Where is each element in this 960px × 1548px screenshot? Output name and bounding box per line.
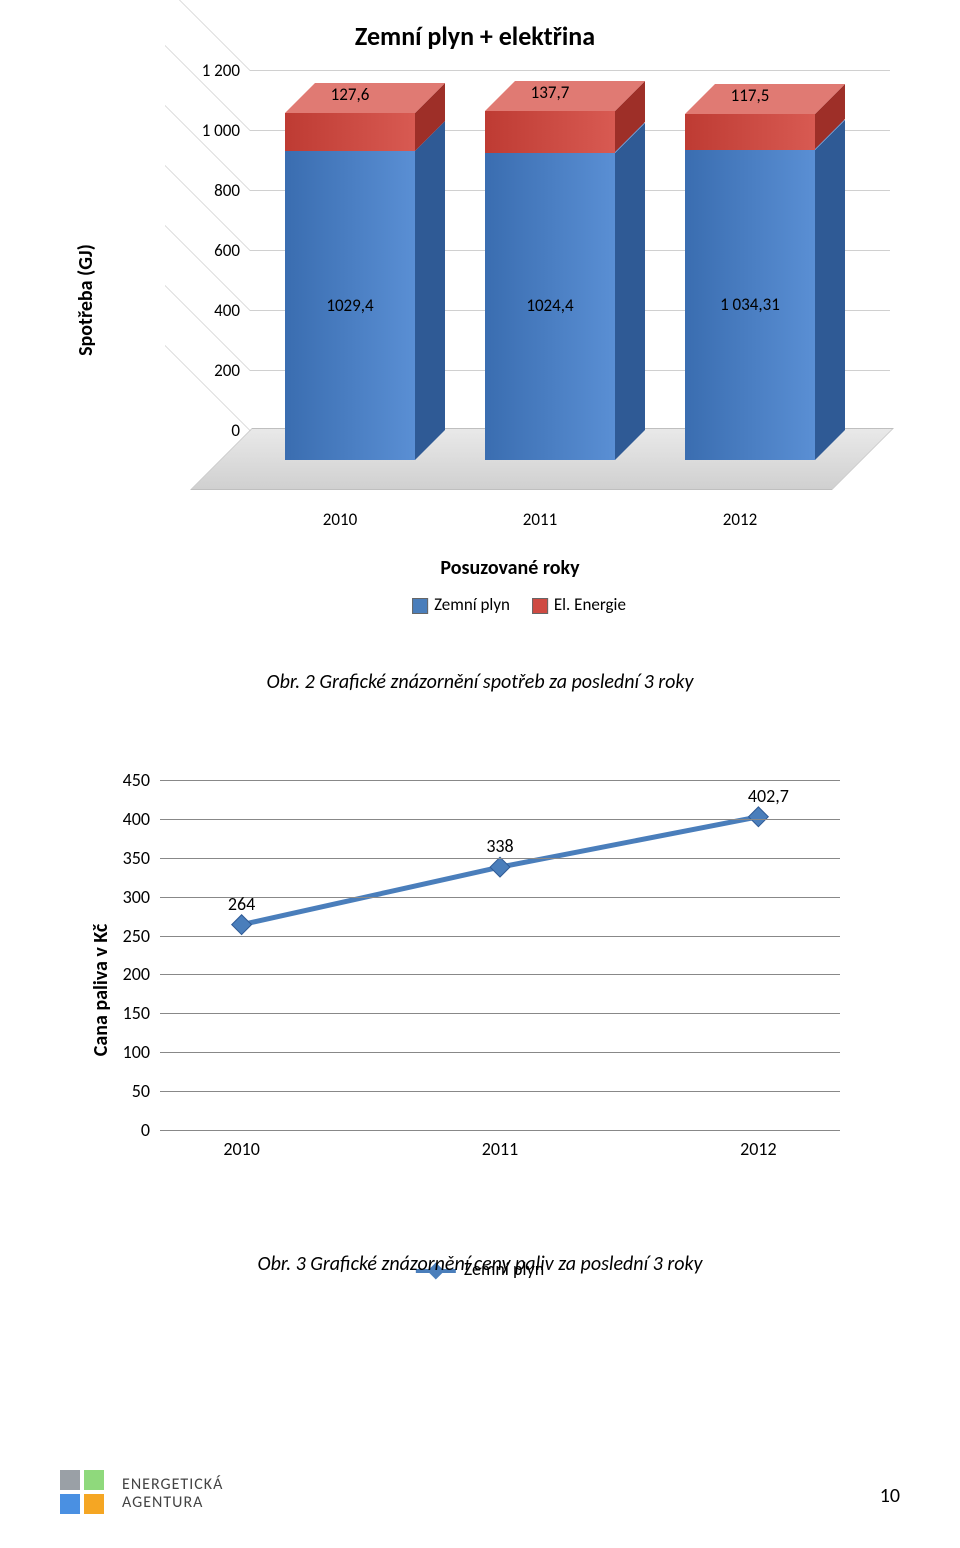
legend-swatch-red [532, 598, 548, 614]
bar-label-red: 117,5 [685, 85, 815, 106]
chart2-gridline [160, 974, 840, 975]
legend-label-red: El. Energie [554, 594, 626, 615]
bar-label-red: 127,6 [285, 84, 415, 105]
bar-red [485, 111, 615, 152]
caption-obr2: Obr. 2 Grafické znázornění spotřeb za po… [0, 670, 960, 694]
chart2-data-label: 264 [212, 893, 272, 915]
bar-red [685, 114, 815, 149]
chart2-data-label: 402,7 [728, 785, 808, 807]
chart2-gridline [160, 1091, 840, 1092]
chart2-gridline [160, 936, 840, 937]
line-chart: Cana paliva v Kč 05010015020025030035040… [90, 770, 870, 1210]
chart2-ytick: 400 [105, 808, 150, 830]
footer-logo [60, 1470, 108, 1518]
chart1-xtick: 2011 [475, 509, 605, 530]
chart2-marker [490, 857, 510, 877]
chart2-ytick: 450 [105, 769, 150, 791]
bar-chart-3d: Zemní plyn + elektřina Spotřeba (GJ) 020… [80, 20, 870, 580]
chart1-title: Zemní plyn + elektřina [80, 20, 870, 52]
chart1-x-label: Posuzované roky [440, 556, 579, 580]
chart2-gridline [160, 1052, 840, 1053]
bar-label-blue: 1029,4 [285, 295, 415, 316]
chart2-ytick: 100 [105, 1041, 150, 1063]
legend-label-blue: Zemní plyn [434, 594, 510, 615]
chart1-legend: Zemní plyn El. Energie [394, 594, 626, 615]
footer-brand-line1: ENERGETICKÁ [122, 1476, 223, 1494]
bar-label-red: 137,7 [485, 82, 615, 103]
chart2-ytick: 350 [105, 847, 150, 869]
chart2-marker [232, 915, 252, 935]
chart2-ytick: 50 [105, 1080, 150, 1102]
chart2-xtick: 2012 [698, 1138, 818, 1160]
footer-brand-line2: AGENTURA [122, 1494, 223, 1512]
chart1-ytick: 1 200 [170, 60, 240, 81]
legend-swatch-blue [412, 598, 428, 614]
footer: ENERGETICKÁ AGENTURA [60, 1470, 223, 1518]
chart2-xtick: 2010 [182, 1138, 302, 1160]
bar-label-blue: 1 034,31 [685, 294, 815, 315]
chart2-ytick: 200 [105, 963, 150, 985]
chart2-gridline [160, 1130, 840, 1131]
chart2-plot: 0501001502002503003504004502010201120122… [160, 780, 840, 1130]
chart2-svg [160, 780, 840, 1130]
chart2-ytick: 0 [105, 1119, 150, 1141]
chart2-gridline [160, 858, 840, 859]
chart2-ytick: 250 [105, 925, 150, 947]
chart1-xtick: 2010 [275, 509, 405, 530]
chart2-gridline [160, 780, 840, 781]
bar-label-blue: 1024,4 [485, 295, 615, 316]
chart2-xtick: 2011 [440, 1138, 560, 1160]
chart1-y-label: Spotřeba (GJ) [74, 244, 98, 356]
chart2-ytick: 150 [105, 1002, 150, 1024]
footer-brand: ENERGETICKÁ AGENTURA [122, 1476, 223, 1511]
chart2-gridline [160, 1013, 840, 1014]
caption-obr3: Obr. 3 Grafické znázornění ceny paliv za… [0, 1252, 960, 1276]
chart2-gridline [160, 819, 840, 820]
page-number: 10 [880, 1484, 900, 1508]
chart1-gridline [250, 70, 890, 71]
chart1-plot: 02004006008001 0001 200 1029,4127,61024,… [190, 70, 830, 490]
chart2-marker [749, 807, 769, 827]
chart1-xtick: 2012 [675, 509, 805, 530]
chart2-ytick: 300 [105, 886, 150, 908]
bar-red [285, 113, 415, 151]
chart2-data-label: 338 [470, 835, 530, 857]
